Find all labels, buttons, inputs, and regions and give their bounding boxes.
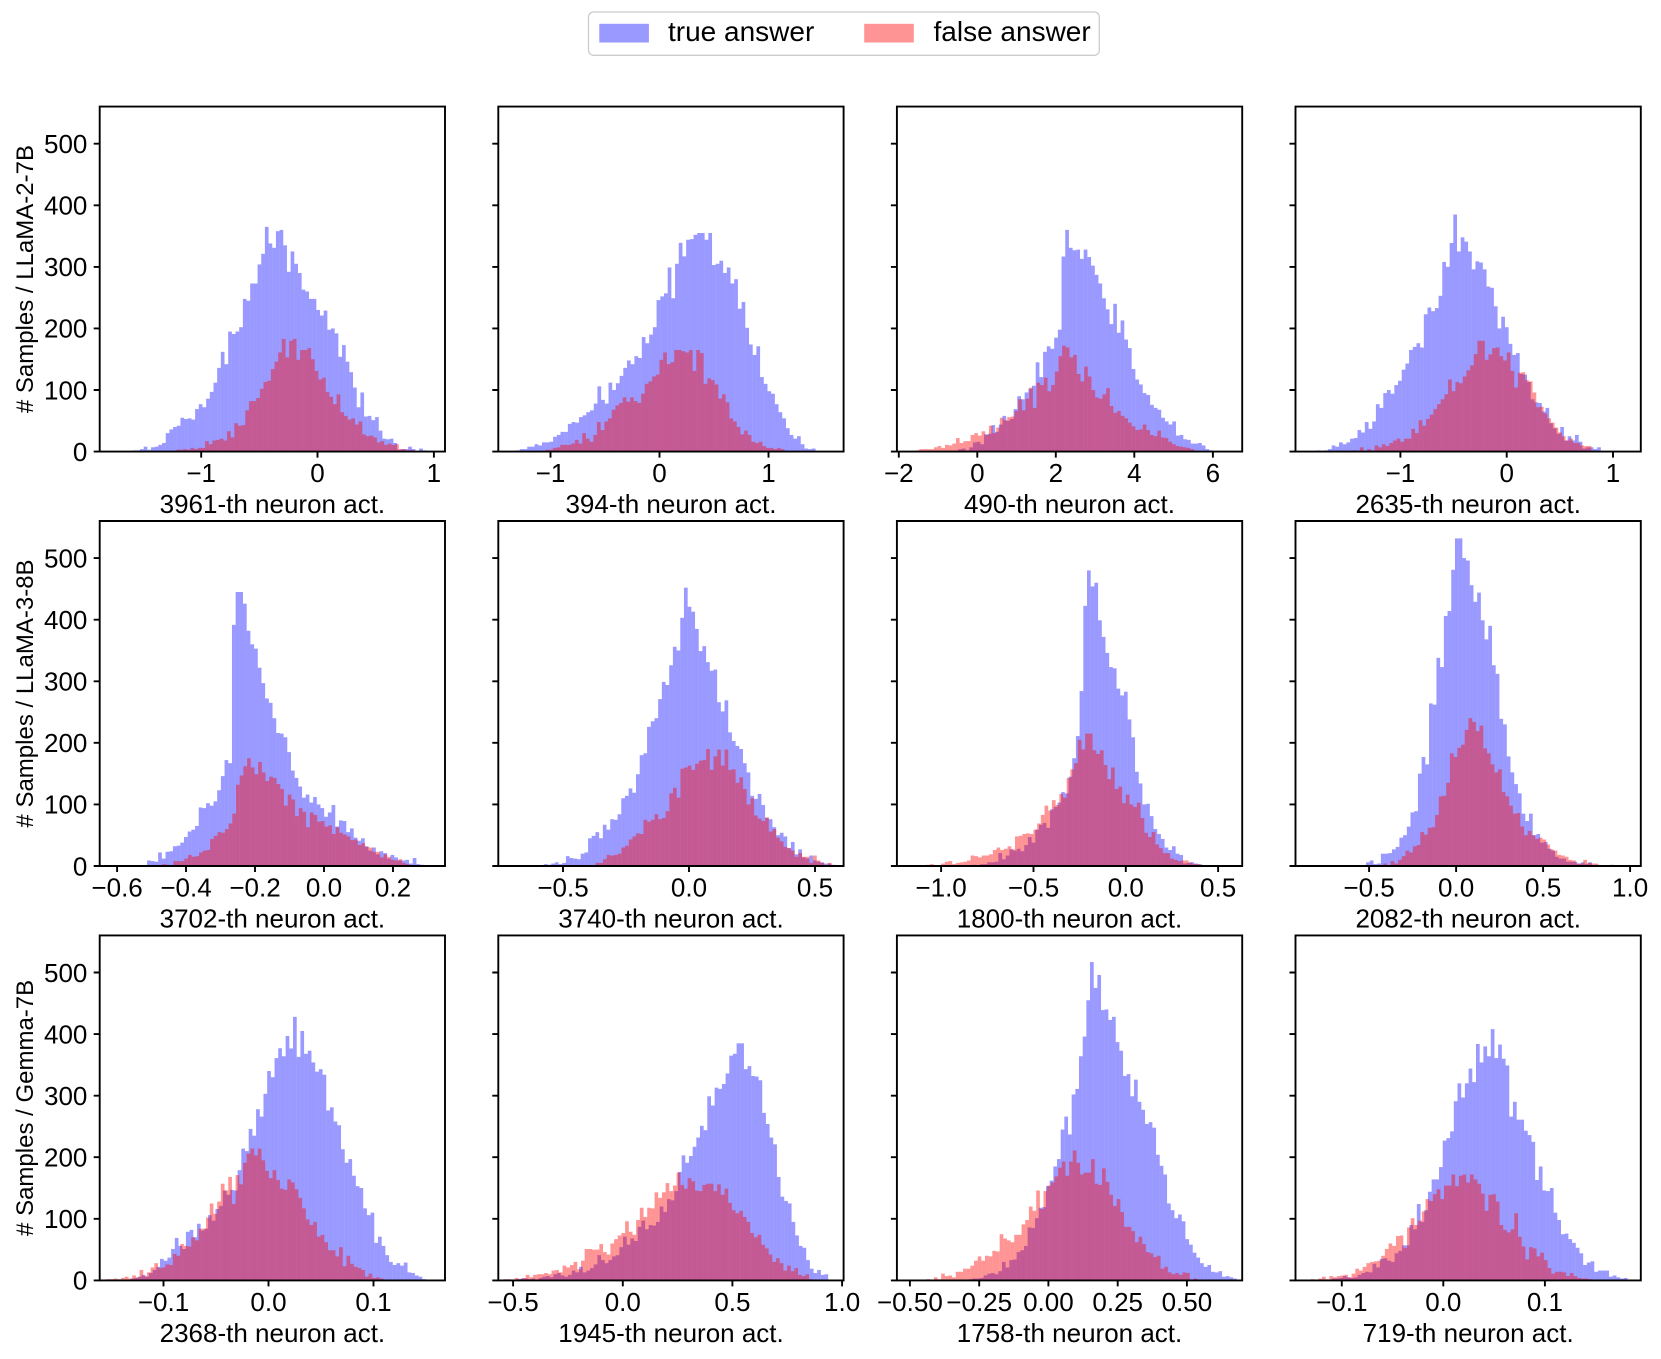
svg-text:0: 0 xyxy=(73,1266,87,1296)
svg-text:0: 0 xyxy=(73,851,87,881)
svg-text:490-th neuron act.: 490-th neuron act. xyxy=(964,489,1175,519)
svg-text:−2: −2 xyxy=(884,458,914,488)
svg-text:6: 6 xyxy=(1206,458,1220,488)
svg-text:3961-th neuron act.: 3961-th neuron act. xyxy=(160,489,386,519)
svg-text:500: 500 xyxy=(44,129,87,159)
svg-text:false answer: false answer xyxy=(934,16,1091,47)
svg-text:# Samples / LLaMA-3-8B: # Samples / LLaMA-3-8B xyxy=(12,559,39,827)
svg-text:0.5: 0.5 xyxy=(797,873,833,903)
svg-text:−0.6: −0.6 xyxy=(91,873,142,903)
svg-text:100: 100 xyxy=(44,1204,87,1234)
svg-text:1945-th neuron act.: 1945-th neuron act. xyxy=(558,1318,784,1348)
svg-text:394-th neuron act.: 394-th neuron act. xyxy=(565,489,776,519)
svg-text:200: 200 xyxy=(44,1143,87,1173)
svg-text:0.0: 0.0 xyxy=(250,1287,286,1317)
svg-text:# Samples / LLaMA-2-7B: # Samples / LLaMA-2-7B xyxy=(12,145,39,413)
svg-text:500: 500 xyxy=(44,543,87,573)
svg-text:100: 100 xyxy=(44,790,87,820)
svg-text:3740-th neuron act.: 3740-th neuron act. xyxy=(558,904,784,934)
svg-text:400: 400 xyxy=(44,191,87,221)
svg-text:300: 300 xyxy=(44,252,87,282)
svg-text:−0.1: −0.1 xyxy=(1316,1287,1367,1317)
svg-text:0: 0 xyxy=(1499,458,1513,488)
svg-text:2082-th neuron act.: 2082-th neuron act. xyxy=(1355,904,1581,934)
svg-text:−0.50: −0.50 xyxy=(877,1287,943,1317)
svg-text:0.5: 0.5 xyxy=(1525,873,1561,903)
svg-text:0.1: 0.1 xyxy=(355,1287,391,1317)
svg-text:0.0: 0.0 xyxy=(306,873,342,903)
svg-text:true answer: true answer xyxy=(668,16,814,47)
svg-text:0.0: 0.0 xyxy=(1108,873,1144,903)
svg-text:−0.5: −0.5 xyxy=(1008,873,1059,903)
svg-text:0: 0 xyxy=(310,458,324,488)
svg-text:1: 1 xyxy=(1606,458,1620,488)
svg-text:0.0: 0.0 xyxy=(605,1287,641,1317)
svg-text:# Samples / Gemma-7B: # Samples / Gemma-7B xyxy=(12,980,39,1236)
svg-text:400: 400 xyxy=(44,605,87,635)
svg-text:2: 2 xyxy=(1049,458,1063,488)
svg-text:−1.0: −1.0 xyxy=(915,873,966,903)
svg-text:0.2: 0.2 xyxy=(375,873,411,903)
svg-text:−1: −1 xyxy=(1386,458,1416,488)
svg-text:1.0: 1.0 xyxy=(824,1287,860,1317)
svg-text:0.1: 0.1 xyxy=(1527,1287,1563,1317)
svg-text:4: 4 xyxy=(1127,458,1141,488)
svg-text:1.0: 1.0 xyxy=(1612,873,1648,903)
svg-text:−0.25: −0.25 xyxy=(946,1287,1012,1317)
svg-text:0.50: 0.50 xyxy=(1162,1287,1213,1317)
svg-text:0.0: 0.0 xyxy=(1438,873,1474,903)
svg-text:1758-th neuron act.: 1758-th neuron act. xyxy=(957,1318,1183,1348)
svg-text:0.5: 0.5 xyxy=(1200,873,1236,903)
svg-text:719-th neuron act.: 719-th neuron act. xyxy=(1363,1318,1574,1348)
svg-text:300: 300 xyxy=(44,667,87,697)
svg-text:100: 100 xyxy=(44,375,87,405)
svg-text:400: 400 xyxy=(44,1019,87,1049)
svg-text:−1: −1 xyxy=(186,458,216,488)
svg-text:300: 300 xyxy=(44,1081,87,1111)
svg-text:1: 1 xyxy=(761,458,775,488)
svg-text:−0.5: −0.5 xyxy=(537,873,588,903)
svg-text:500: 500 xyxy=(44,958,87,988)
svg-text:−0.1: −0.1 xyxy=(138,1287,189,1317)
svg-text:3702-th neuron act.: 3702-th neuron act. xyxy=(160,904,386,934)
svg-text:0.0: 0.0 xyxy=(1425,1287,1461,1317)
svg-text:2635-th neuron act.: 2635-th neuron act. xyxy=(1355,489,1581,519)
svg-text:0.00: 0.00 xyxy=(1023,1287,1074,1317)
svg-text:0: 0 xyxy=(652,458,666,488)
svg-text:0.0: 0.0 xyxy=(671,873,707,903)
svg-text:−0.4: −0.4 xyxy=(160,873,211,903)
svg-text:−1: −1 xyxy=(536,458,566,488)
svg-text:200: 200 xyxy=(44,728,87,758)
svg-text:0.5: 0.5 xyxy=(714,1287,750,1317)
svg-text:1: 1 xyxy=(427,458,441,488)
svg-text:0: 0 xyxy=(73,437,87,467)
svg-text:0: 0 xyxy=(970,458,984,488)
svg-text:−0.5: −0.5 xyxy=(487,1287,538,1317)
svg-text:−0.5: −0.5 xyxy=(1343,873,1394,903)
svg-text:200: 200 xyxy=(44,314,87,344)
svg-text:0.25: 0.25 xyxy=(1092,1287,1143,1317)
svg-text:−0.2: −0.2 xyxy=(229,873,280,903)
svg-text:1800-th neuron act.: 1800-th neuron act. xyxy=(957,904,1183,934)
svg-text:2368-th neuron act.: 2368-th neuron act. xyxy=(160,1318,386,1348)
